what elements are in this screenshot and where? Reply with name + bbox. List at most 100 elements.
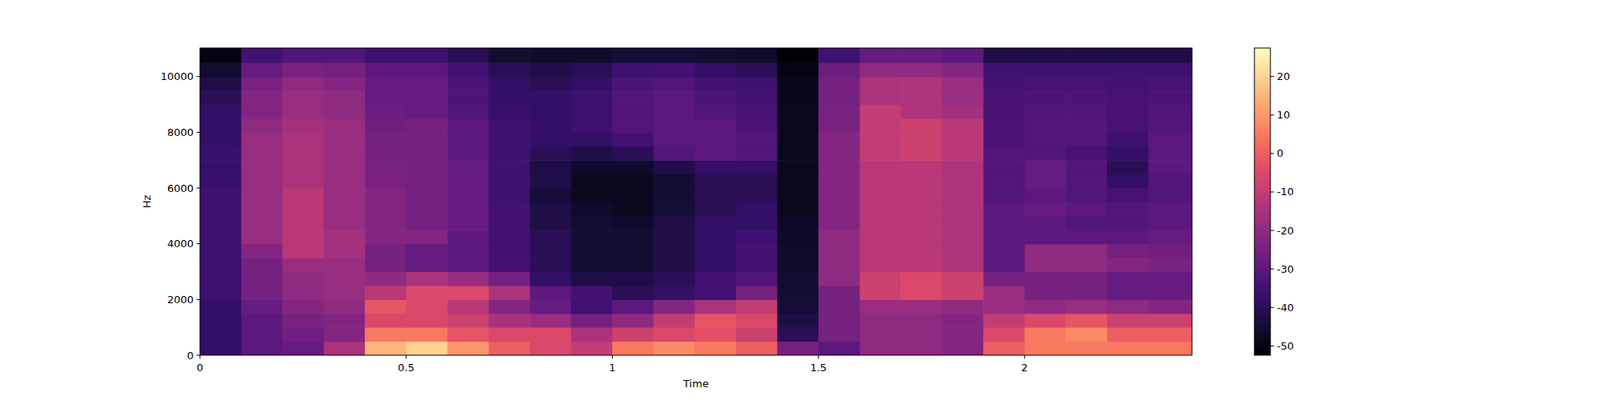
cell [200, 188, 242, 203]
cell [529, 201, 572, 216]
y-tick-label: 2000 [167, 293, 194, 306]
cell [736, 201, 778, 216]
cell [818, 285, 860, 300]
cell [694, 188, 736, 203]
cell [612, 76, 654, 92]
cell [241, 313, 284, 328]
cell [241, 118, 284, 133]
cell [818, 313, 860, 328]
cell [983, 48, 1025, 64]
cell [860, 272, 902, 287]
y-tick [196, 355, 201, 356]
cell [241, 341, 284, 356]
cell [282, 62, 324, 77]
cell [983, 160, 1025, 175]
cell [860, 341, 902, 356]
cell [529, 188, 572, 203]
cell [900, 201, 943, 216]
cell [736, 285, 778, 300]
cell [612, 146, 654, 161]
cell [653, 341, 696, 356]
cell [1065, 188, 1108, 203]
cell [364, 299, 407, 314]
cell [488, 229, 531, 244]
cell [364, 104, 407, 120]
cell [818, 76, 860, 92]
cell [900, 341, 943, 356]
cell [777, 285, 820, 300]
cell [364, 132, 407, 147]
cell [364, 341, 407, 356]
cell [447, 118, 489, 133]
cell [942, 132, 984, 147]
cell [818, 188, 860, 203]
cell [1107, 48, 1149, 64]
cell [818, 257, 860, 272]
cell [653, 313, 696, 328]
cell [818, 174, 860, 189]
cell [1148, 48, 1192, 64]
cell [983, 62, 1025, 77]
cell [653, 62, 696, 77]
cell [694, 299, 736, 314]
colorbar-tick-label: -50 [1276, 340, 1294, 352]
cell [488, 216, 531, 231]
cell [571, 257, 613, 272]
cell [529, 90, 572, 105]
cell [1065, 341, 1108, 356]
cell [200, 90, 242, 105]
cell [529, 62, 572, 77]
cell [900, 244, 943, 259]
x-tick [612, 355, 613, 360]
cell [571, 174, 613, 189]
cell [818, 299, 860, 314]
cell [282, 299, 324, 314]
cell [942, 341, 984, 356]
cell [900, 90, 943, 105]
cell [694, 244, 736, 259]
cell [942, 188, 984, 203]
cell [447, 299, 489, 314]
cell [777, 132, 820, 147]
cell [200, 201, 242, 216]
cell [736, 313, 778, 328]
cell [1024, 216, 1067, 231]
cell [324, 327, 366, 342]
cell [900, 257, 943, 272]
cell [364, 174, 407, 189]
cell [612, 188, 654, 203]
cell [241, 285, 284, 300]
cell [406, 272, 448, 287]
cell [571, 62, 613, 77]
colorbar-tick-label: -40 [1276, 301, 1294, 314]
cell [364, 62, 407, 77]
cell [1024, 174, 1067, 189]
cell [406, 160, 448, 175]
cell [406, 132, 448, 147]
cell [612, 229, 654, 244]
y-tick [196, 188, 201, 189]
cell [1148, 132, 1192, 147]
cell [694, 229, 736, 244]
cell [777, 201, 820, 216]
cell [447, 229, 489, 244]
cell [364, 188, 407, 203]
y-tick-label: 6000 [167, 182, 194, 195]
cell [942, 257, 984, 272]
cell [653, 132, 696, 147]
y-tick-label: 4000 [167, 237, 194, 250]
cell [983, 327, 1025, 342]
cell [406, 90, 448, 105]
cell [200, 174, 242, 189]
cell [488, 62, 531, 77]
x-tick-label: 1 [608, 361, 616, 374]
cell [571, 327, 613, 342]
cell [1148, 188, 1192, 203]
cell [983, 257, 1025, 272]
y-axis-label: Hz [140, 195, 153, 209]
cell [942, 244, 984, 259]
cell [900, 188, 943, 203]
cell [529, 327, 572, 342]
cell [818, 216, 860, 231]
cell [324, 146, 366, 161]
